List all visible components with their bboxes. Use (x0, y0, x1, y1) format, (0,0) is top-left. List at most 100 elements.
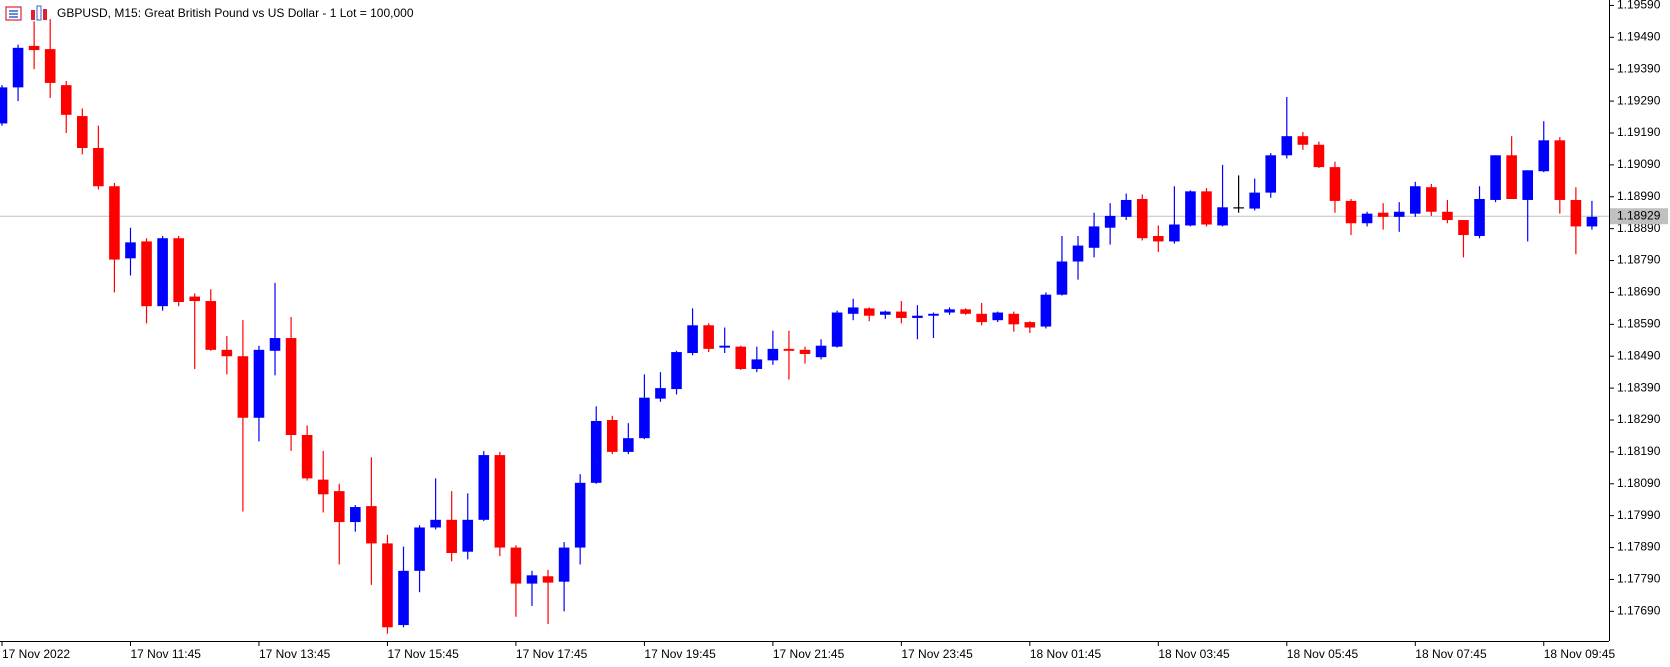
candle-body (1297, 136, 1309, 145)
candle-body (1249, 192, 1260, 209)
candle-body (1265, 155, 1277, 193)
candle-body (1393, 211, 1405, 217)
candle-body (719, 345, 730, 348)
y-tick-label: 1.17690 (1617, 604, 1661, 618)
candle-body (542, 576, 554, 583)
candle-body (510, 547, 522, 584)
candle-body (157, 238, 168, 307)
current-price-box (1610, 208, 1668, 225)
candle-body (1570, 199, 1582, 227)
candle-body (751, 359, 763, 369)
title-icons (5, 5, 47, 21)
candle-body (1088, 226, 1100, 248)
candle-body (12, 47, 24, 88)
candle-body (1185, 191, 1196, 226)
candle-body (1024, 322, 1036, 328)
candle-body (912, 315, 923, 318)
x-tick-label: 18 Nov 05:45 (1287, 647, 1359, 661)
candle-body (526, 575, 538, 584)
candle-body (93, 147, 104, 187)
y-tick-label: 1.19090 (1617, 157, 1661, 171)
x-tick-label: 17 Nov 2022 (2, 647, 70, 661)
candle-body (221, 349, 233, 357)
candle-body (269, 338, 281, 351)
candle-body (1072, 245, 1084, 262)
candle-body (639, 397, 650, 439)
icon-bar (36, 5, 42, 21)
candle-body (1040, 294, 1052, 327)
candle-body (285, 338, 297, 435)
candle-body (735, 346, 747, 369)
candle-body (767, 348, 779, 361)
candle-body (863, 308, 875, 316)
y-tick-label: 1.18190 (1617, 444, 1661, 458)
candle-body (1313, 144, 1325, 168)
candle-body (253, 349, 265, 418)
candle-body (1554, 140, 1566, 200)
y-tick-label: 1.19190 (1617, 125, 1661, 139)
y-tick-label: 1.19390 (1617, 61, 1661, 75)
y-tick-label: 1.18890 (1617, 221, 1661, 235)
y-tick-label: 1.17990 (1617, 508, 1661, 522)
candle-body (1426, 187, 1437, 212)
candle-body (1201, 191, 1212, 225)
candle-body (623, 438, 634, 452)
y-tick-label: 1.17790 (1617, 572, 1661, 586)
x-tick-label: 18 Nov 09:45 (1544, 647, 1616, 661)
candle-body (382, 543, 393, 628)
candle-body (430, 519, 441, 528)
candle-body (1153, 235, 1164, 242)
candle-body (1474, 198, 1485, 236)
candle-body (1538, 140, 1550, 172)
candle-body (366, 506, 377, 544)
candle-body (928, 313, 939, 316)
candle-body (60, 85, 72, 115)
x-tick-label: 17 Nov 15:45 (387, 647, 459, 661)
candle-body (1458, 220, 1469, 236)
candle-body (1217, 207, 1228, 226)
x-tick-label: 17 Nov 19:45 (644, 647, 716, 661)
y-tick-label: 1.17890 (1617, 540, 1661, 554)
candle-body (815, 345, 827, 358)
candle-body (173, 238, 184, 303)
candle-body (799, 349, 811, 354)
candle-body (992, 312, 1004, 321)
x-tick-label: 17 Nov 21:45 (773, 647, 845, 661)
y-tick-label: 1.18690 (1617, 285, 1661, 299)
candle-body (333, 491, 345, 523)
candle-body (655, 388, 666, 399)
candle-body (558, 547, 570, 582)
candle-body (960, 309, 971, 314)
candle-body (896, 311, 907, 318)
candle-body (141, 241, 152, 307)
x-tick-label: 18 Nov 03:45 (1158, 647, 1230, 661)
y-tick-label: 1.18590 (1617, 316, 1661, 330)
candle-body (976, 313, 987, 323)
candle-body (1506, 155, 1517, 199)
candle-body (1281, 136, 1293, 156)
candle-body (1329, 167, 1341, 201)
candle-body (1442, 211, 1453, 221)
candle-body (1136, 198, 1148, 239)
candle-body (494, 455, 506, 548)
current-price-label: 1.18929 (1617, 208, 1661, 222)
candle-body (189, 296, 201, 302)
y-tick-label: 1.18790 (1617, 253, 1661, 267)
y-tick-label: 1.19290 (1617, 93, 1661, 107)
x-tick-label: 18 Nov 01:45 (1030, 647, 1102, 661)
candle-body (944, 309, 955, 313)
candle-body (847, 307, 859, 314)
y-tick-label: 1.19590 (1617, 0, 1661, 12)
candle-body (317, 479, 329, 495)
candle-body (28, 45, 40, 51)
y-tick-label: 1.18490 (1617, 348, 1661, 362)
candle-body (831, 312, 843, 347)
candle-body (1490, 155, 1501, 200)
candle-body (205, 301, 217, 350)
candle-body (478, 455, 490, 520)
x-tick-label: 18 Nov 07:45 (1415, 647, 1487, 661)
candle-body (1586, 216, 1598, 227)
candle-body (109, 186, 120, 260)
y-tick-label: 1.18290 (1617, 412, 1661, 426)
candle-body (783, 348, 795, 351)
